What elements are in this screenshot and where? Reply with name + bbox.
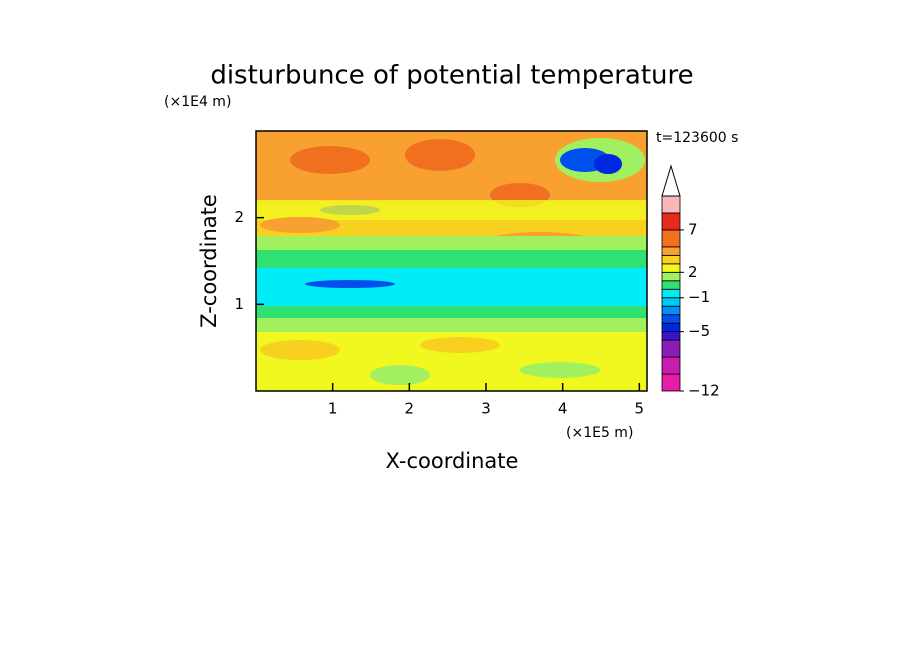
x-tick-label: 5 — [635, 400, 645, 418]
contour-field — [256, 131, 647, 391]
colorbar-segment — [661, 373, 681, 392]
colorbar-extension — [661, 164, 681, 197]
colorbar-segment — [661, 254, 681, 265]
colorbar-segment — [661, 246, 681, 256]
colorbar-segment — [661, 229, 681, 248]
colorbar-segment — [661, 271, 681, 282]
colorbar-segment — [661, 195, 681, 214]
colorbar-segment — [661, 212, 681, 231]
y-tick-label: 1 — [234, 295, 244, 313]
colorbar-segment — [661, 322, 681, 333]
x-tick-label: 3 — [481, 400, 491, 418]
colorbar-segment — [661, 339, 681, 358]
x-unit: (×1E5 m) — [566, 425, 633, 441]
colorbar-segment — [661, 288, 681, 299]
colorbar-segment — [661, 263, 681, 273]
plot-frame — [255, 130, 648, 392]
colorbar-segment — [661, 280, 681, 290]
colorbar-tick-label: −12 — [688, 382, 720, 400]
colorbar-segment — [661, 314, 681, 324]
colorbar-segment — [661, 356, 681, 375]
x-tick-label: 4 — [558, 400, 568, 418]
y-axis-label: Z-coordinate — [197, 194, 221, 328]
x-tick-label: 1 — [328, 400, 338, 418]
x-tick-label: 2 — [405, 400, 415, 418]
y-tick-label: 2 — [234, 208, 244, 226]
time-label: t=123600 s — [656, 130, 738, 146]
colorbar-segment — [661, 297, 681, 307]
colorbar-segment — [661, 305, 681, 316]
x-axis-label: X-coordinate — [386, 449, 519, 473]
colorbar-tick-label: 2 — [688, 263, 698, 281]
colorbar-tick-label: −1 — [688, 288, 710, 306]
colorbar-tick-label: 7 — [688, 220, 698, 238]
colorbar-tick-label: −5 — [688, 322, 710, 340]
colorbar-segment — [661, 331, 681, 341]
chart-title: disturbunce of potential temperature — [210, 61, 693, 91]
y-unit: (×1E4 m) — [164, 94, 231, 110]
